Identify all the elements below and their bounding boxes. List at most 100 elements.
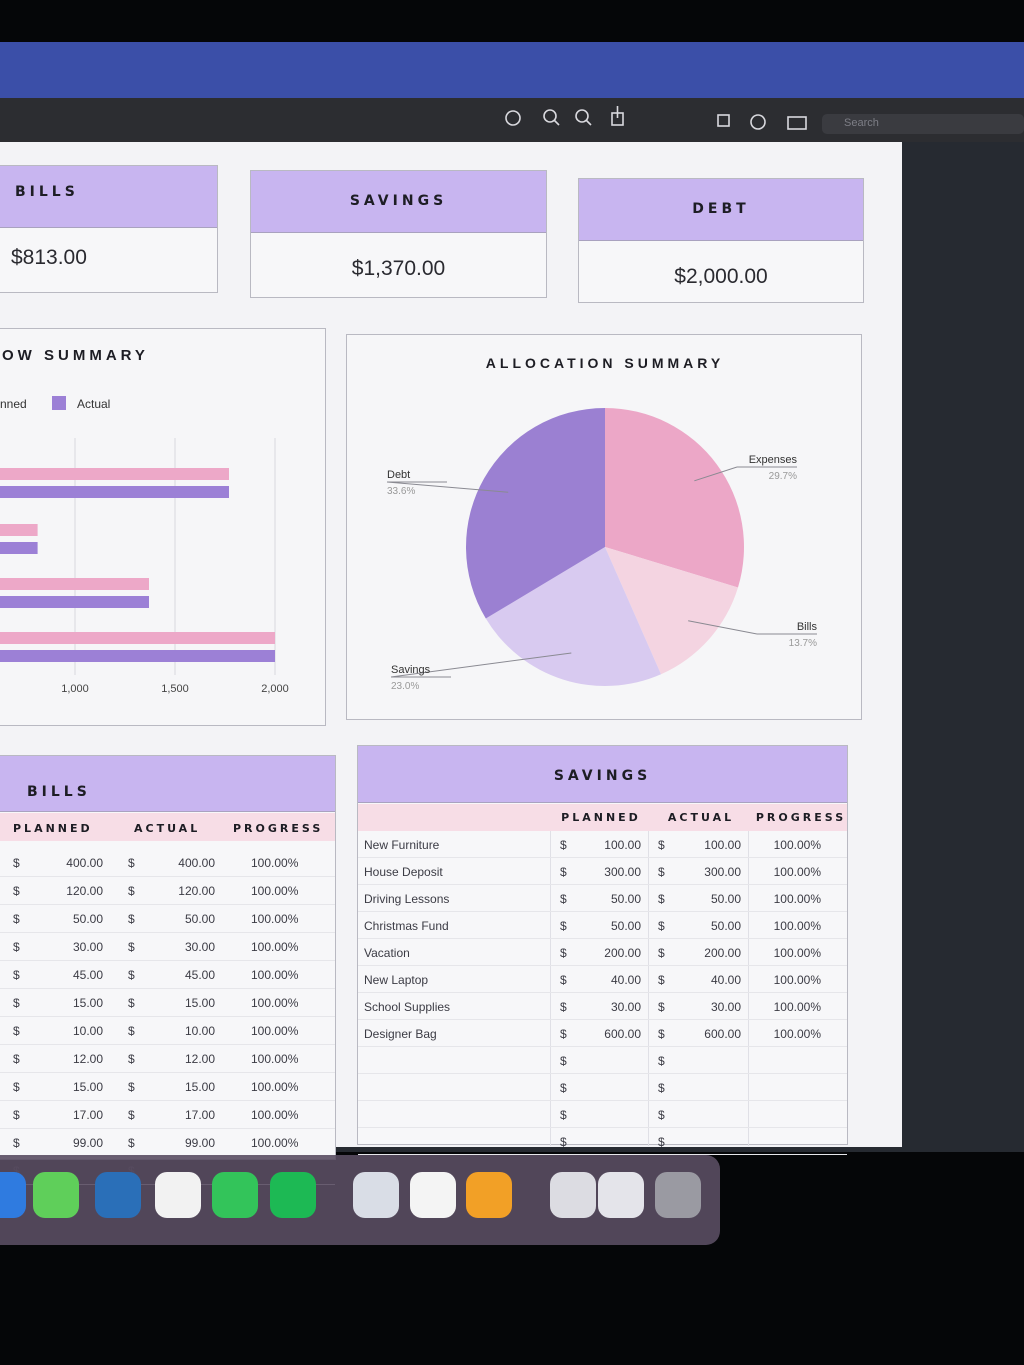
- leader-line: [694, 466, 738, 482]
- table-cell: 100.00%: [773, 973, 821, 987]
- bar: [0, 596, 149, 608]
- legend-swatch: [52, 396, 66, 410]
- table-cell: 100.00%: [251, 1108, 299, 1122]
- dock-icon[interactable]: [155, 1172, 201, 1218]
- row-divider: [358, 1127, 847, 1128]
- table-cell: 99.00: [184, 1136, 215, 1150]
- table-cell: $: [658, 919, 665, 933]
- table-cell: $: [560, 1000, 567, 1014]
- table-cell: Designer Bag: [364, 1027, 437, 1041]
- table-cell: 400.00: [66, 856, 103, 870]
- table-cell: $: [560, 973, 567, 987]
- row-divider: [358, 1154, 847, 1155]
- search-field[interactable]: Search: [822, 114, 1024, 134]
- table-cell: $: [658, 1000, 665, 1014]
- table-cell: $: [128, 940, 135, 954]
- dock-icon[interactable]: [0, 1172, 26, 1218]
- info-icon[interactable]: [505, 110, 521, 126]
- table-cell: $: [658, 1027, 665, 1041]
- table-cell: $: [128, 996, 135, 1010]
- row-divider: [0, 932, 335, 933]
- dock-icon[interactable]: [95, 1172, 141, 1218]
- table-cell: 50.00: [610, 892, 641, 906]
- dock-icon[interactable]: [466, 1172, 512, 1218]
- table-cell: 100.00%: [773, 865, 821, 879]
- row-divider: [0, 1072, 335, 1073]
- table-cell: $: [13, 912, 20, 926]
- column-header: ACTUAL: [667, 811, 735, 824]
- table-cell: $: [13, 884, 20, 898]
- table-cell: $: [560, 946, 567, 960]
- dock-icon[interactable]: [598, 1172, 644, 1218]
- cashflow-chart: OW SUMMARY nned Actual 1,000 1,500 2,000: [0, 347, 289, 695]
- row-divider: [358, 992, 847, 993]
- dock-icon[interactable]: [655, 1172, 701, 1218]
- table-cell: $: [13, 856, 20, 870]
- zoom-in-icon[interactable]: [575, 109, 589, 123]
- table-cell: $: [560, 892, 567, 906]
- row-divider: [358, 884, 847, 885]
- rotate-icon[interactable]: [717, 114, 730, 127]
- card-header: SAVINGS: [251, 171, 546, 233]
- table-cell: $: [658, 1081, 665, 1095]
- table-cell: 15.00: [184, 1080, 215, 1094]
- table-cell: $: [13, 968, 20, 982]
- allocation-chart: ALLOCATION SUMMARY Expenses 29.7% Bills 13.7…: [386, 355, 818, 692]
- table-cell: Christmas Fund: [364, 919, 449, 933]
- slice-label: Bills: [797, 621, 818, 633]
- dock-icon[interactable]: [353, 1172, 399, 1218]
- table-cell: 100.00%: [251, 1052, 299, 1066]
- table-cell: 100.00%: [251, 1024, 299, 1038]
- pie-slice: [605, 547, 738, 675]
- table-cell: $: [13, 1024, 20, 1038]
- table-title: SAVINGS: [553, 768, 652, 784]
- bar: [0, 632, 275, 644]
- dock-icon[interactable]: [33, 1172, 79, 1218]
- table-cell: Vacation: [364, 946, 410, 960]
- table-cell: 100.00%: [251, 996, 299, 1010]
- table-cell: 400.00: [178, 856, 215, 870]
- table-cell: 30.00: [72, 940, 103, 954]
- table-cell: $: [13, 996, 20, 1010]
- form-icon[interactable]: [787, 116, 807, 130]
- table-cell: 40.00: [610, 973, 641, 987]
- dock-icon[interactable]: [270, 1172, 316, 1218]
- row-divider: [0, 1128, 335, 1129]
- table-cell: 17.00: [184, 1108, 215, 1122]
- row-divider: [0, 1016, 335, 1017]
- table-cell: 100.00%: [773, 1000, 821, 1014]
- table-cell: 50.00: [184, 912, 215, 926]
- slice-label: Debt: [387, 469, 410, 481]
- table-cell: $: [560, 919, 567, 933]
- bar: [0, 524, 38, 536]
- table-cell: 100.00%: [773, 1027, 821, 1041]
- table-cell: 15.00: [72, 1080, 103, 1094]
- table-cell: 100.00%: [251, 1136, 299, 1150]
- toolbar-icons: [505, 106, 807, 130]
- table-cell: 99.00: [72, 1136, 103, 1150]
- table-cell: $: [128, 968, 135, 982]
- dock-icon[interactable]: [550, 1172, 596, 1218]
- slice-label: Expenses: [749, 454, 798, 466]
- table-cell: $: [128, 1024, 135, 1038]
- markup-icon[interactable]: [750, 114, 766, 130]
- dock-icon[interactable]: [212, 1172, 258, 1218]
- zoom-out-icon[interactable]: [543, 109, 557, 123]
- slice-label: Savings: [391, 664, 431, 676]
- row-divider: [0, 960, 335, 961]
- table-cell: $: [13, 1136, 20, 1150]
- pie-slice: [465, 408, 605, 619]
- table-title: BILLS: [27, 784, 91, 800]
- table-cell: $: [128, 884, 135, 898]
- bar: [0, 650, 275, 662]
- table-cell: $: [560, 1027, 567, 1041]
- chart-title: ALLOCATION SUMMARY: [486, 355, 724, 371]
- table-header: [358, 746, 847, 803]
- column-header: PROGRESS: [233, 822, 324, 835]
- table-cell: House Deposit: [364, 865, 443, 879]
- row-divider: [358, 1073, 847, 1074]
- dock-icon[interactable]: [410, 1172, 456, 1218]
- table-cell: 100.00%: [773, 919, 821, 933]
- table-cell: $: [560, 1081, 567, 1095]
